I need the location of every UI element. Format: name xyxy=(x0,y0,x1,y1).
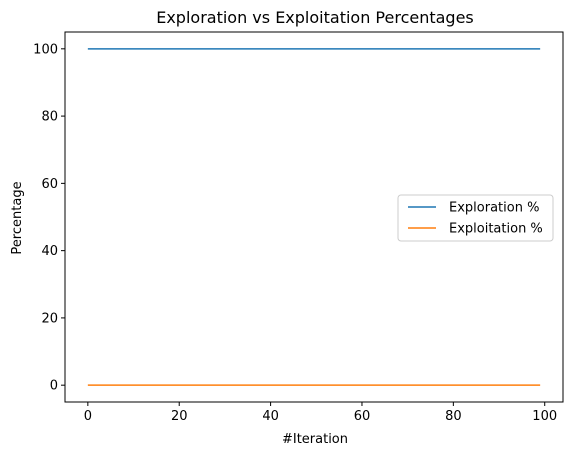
x-tick-label: 60 xyxy=(354,409,371,424)
x-tick-label: 40 xyxy=(262,409,279,424)
x-axis-label: #Iteration xyxy=(282,432,348,447)
x-tick-label: 0 xyxy=(84,409,92,424)
legend-label-1: Exploration % xyxy=(449,201,539,216)
x-tick-label: 80 xyxy=(445,409,462,424)
y-tick-label: 20 xyxy=(41,311,58,326)
y-axis: 0 20 40 60 80 100 xyxy=(33,42,65,394)
plot-area xyxy=(64,31,564,403)
chart-title: Exploration vs Exploitation Percentages xyxy=(156,8,474,27)
series-lines xyxy=(87,48,541,386)
y-tick-label: 100 xyxy=(33,42,58,57)
y-tick-label: 40 xyxy=(41,244,58,259)
y-tick-label: 60 xyxy=(41,177,58,192)
y-tick-label: 0 xyxy=(50,379,58,394)
legend: Exploration % Exploitation % xyxy=(397,194,554,242)
legend-box xyxy=(397,194,554,242)
x-axis: 0 20 40 60 80 100 xyxy=(84,402,557,424)
x-tick-label: 20 xyxy=(171,409,188,424)
legend-label-2: Exploitation % xyxy=(449,222,543,237)
y-tick-label: 80 xyxy=(41,110,58,125)
x-tick-label: 100 xyxy=(532,409,557,424)
y-axis-label: Percentage xyxy=(10,181,25,254)
